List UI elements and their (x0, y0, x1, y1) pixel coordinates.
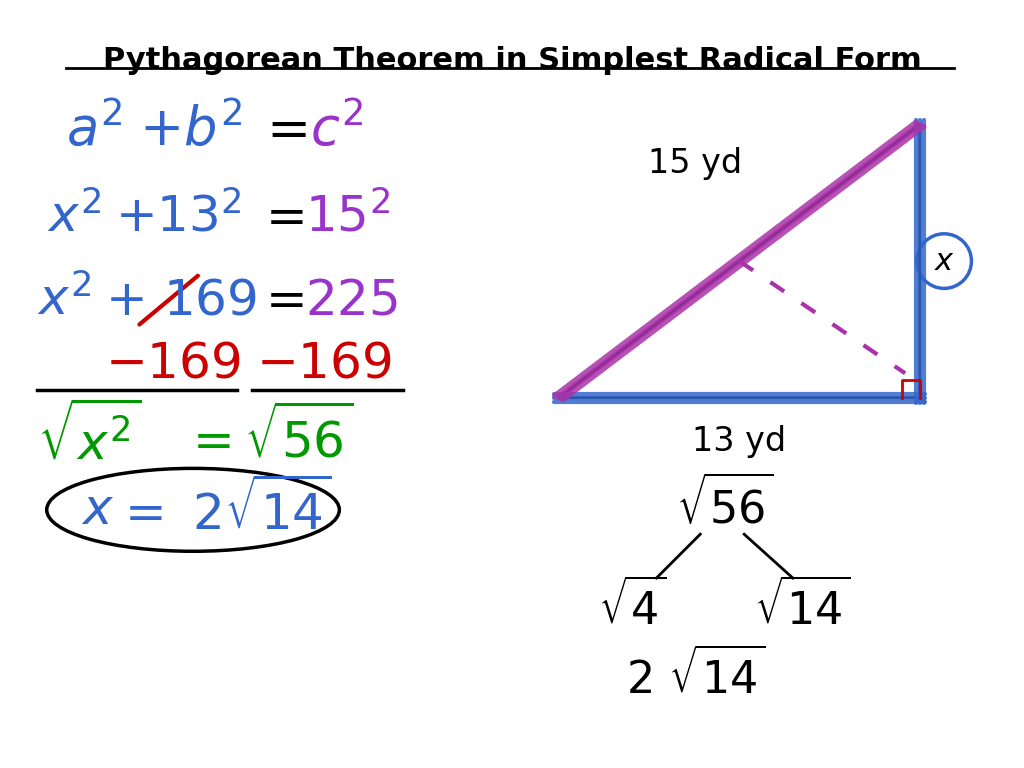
Text: $\sqrt{14}$: $\sqrt{14}$ (755, 581, 851, 634)
Text: $2\ \sqrt{14}$: $2\ \sqrt{14}$ (626, 649, 765, 703)
Text: $c^2$: $c^2$ (310, 103, 364, 156)
Text: $=$: $=$ (256, 194, 305, 241)
Text: $x^2$: $x^2$ (37, 276, 91, 325)
Text: $225$: $225$ (305, 276, 398, 324)
Text: 15 yd: 15 yd (648, 147, 742, 180)
Text: $15^2$: $15^2$ (305, 193, 390, 242)
Text: $+\ 169$: $+\ 169$ (105, 276, 257, 324)
Text: $-169$: $-169$ (105, 339, 241, 388)
Text: $x$: $x$ (934, 247, 954, 276)
Text: $+13^2$: $+13^2$ (115, 193, 242, 242)
Text: $\sqrt{56}$: $\sqrt{56}$ (676, 477, 773, 533)
Text: $+b^2$: $+b^2$ (139, 103, 243, 156)
Text: $=$: $=$ (256, 276, 305, 324)
Text: $x$: $x$ (81, 486, 114, 534)
Text: $=\sqrt{56}$: $=\sqrt{56}$ (183, 406, 353, 467)
Text: 13 yd: 13 yd (692, 425, 786, 458)
Text: $a^2$: $a^2$ (67, 103, 123, 156)
Text: Pythagorean Theorem in Simplest Radical Form: Pythagorean Theorem in Simplest Radical … (102, 47, 922, 75)
Text: $=\ 2\sqrt{14}$: $=\ 2\sqrt{14}$ (115, 480, 332, 540)
Text: $-169$: $-169$ (256, 339, 392, 388)
Text: $\sqrt{4}$: $\sqrt{4}$ (598, 581, 666, 634)
Text: $\sqrt{x^2}$: $\sqrt{x^2}$ (37, 403, 141, 470)
Text: $x^2$: $x^2$ (47, 193, 100, 242)
Text: $=$: $=$ (256, 104, 307, 155)
